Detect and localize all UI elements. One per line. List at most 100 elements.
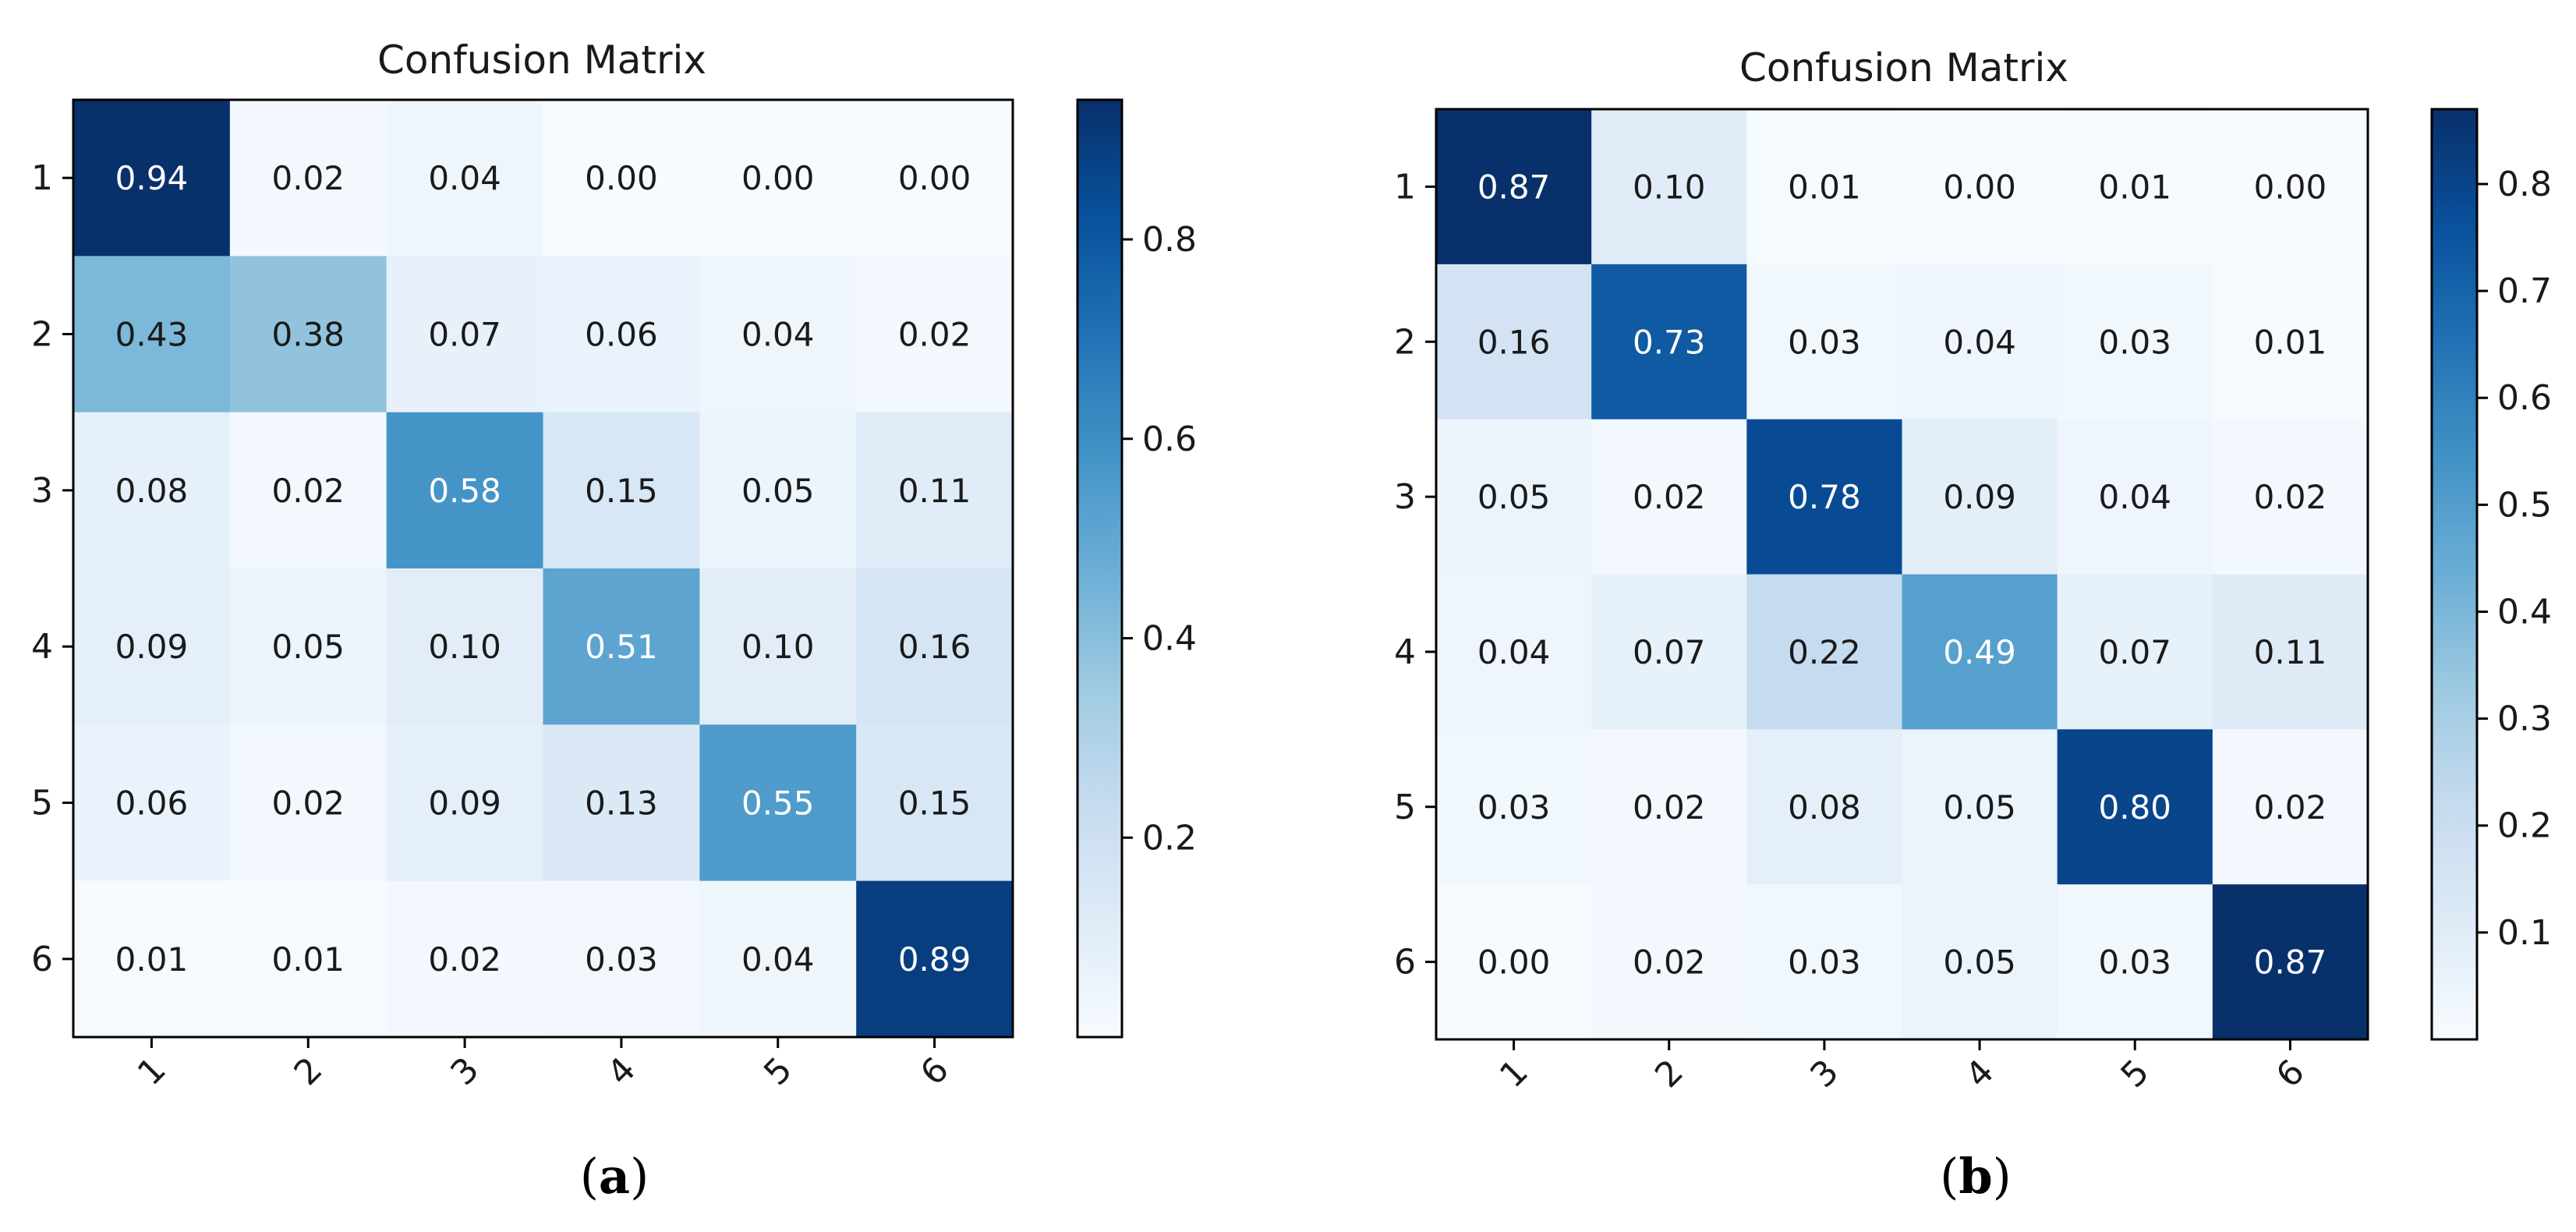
heatmap-cell <box>1436 729 1592 885</box>
colorbar-ticks: 0.1 0.2 0.3 0.4 0.5 0.6 0.7 0.8 <box>2477 165 2552 953</box>
heatmap-cell <box>699 256 857 413</box>
x-tick-label: 3 <box>443 1050 487 1093</box>
heatmap-cell <box>229 724 387 882</box>
x-tick-label: 3 <box>1803 1052 1846 1096</box>
cell-value-label: 0.10 <box>741 628 815 666</box>
cell-value-label: 0.04 <box>741 940 815 979</box>
heatmap-cell <box>2057 729 2213 885</box>
y-tick-label: 5 <box>1394 788 1416 827</box>
cell-value-label: 0.01 <box>2098 168 2171 206</box>
heatmap-cell <box>1591 264 1747 420</box>
y-axis: 1 2 3 4 5 6 <box>1394 167 1436 982</box>
x-tick-label: 6 <box>2269 1052 2312 1096</box>
heatmap-cell <box>1746 574 1903 730</box>
colorbar-tick-label: 0.6 <box>1142 420 1197 459</box>
y-tick-label: 6 <box>1394 943 1416 982</box>
heatmap-cell <box>1746 109 1903 265</box>
y-tick-label: 4 <box>31 627 53 667</box>
heatmap-cell <box>2212 264 2369 420</box>
x-tick-label: 2 <box>1647 1052 1691 1096</box>
cell-value-label: 0.06 <box>115 784 189 823</box>
heatmap-cell <box>1436 574 1592 730</box>
cell-value-label: 0.04 <box>2098 478 2171 516</box>
cell-value-label: 0.09 <box>115 628 189 666</box>
colorbar-tick-label: 0.7 <box>2497 271 2552 311</box>
chart-title: Confusion Matrix <box>1739 45 2068 90</box>
cell-value-label: 0.49 <box>1943 633 2016 671</box>
heatmap-cell <box>1746 884 1903 1040</box>
plot-frame <box>1435 108 2369 1041</box>
caption-b: (b) <box>1940 1148 2012 1205</box>
cell-value-label: 0.02 <box>1633 943 1706 982</box>
cell-value-label: 0.01 <box>271 940 345 979</box>
cell-value-label: 0.04 <box>1477 633 1551 671</box>
cell-value-label: 0.04 <box>428 159 501 197</box>
cell-value-label: 0.03 <box>2098 323 2171 361</box>
cell-value-label: 0.01 <box>2254 323 2327 361</box>
heatmap-cell <box>2212 574 2369 730</box>
cell-value-label: 0.38 <box>271 316 345 354</box>
cell-value-label: 0.13 <box>585 784 658 823</box>
y-tick-label: 5 <box>31 784 53 823</box>
heatmap-cells: 0.87 0.10 0.01 0.00 0.01 0.00 0.16 0.73 0.03 0.04… <box>1436 109 2369 1040</box>
cell-value-label: 0.07 <box>2098 633 2171 671</box>
heatmap-cell <box>856 412 1014 569</box>
heatmap-cell <box>229 256 387 413</box>
heatmap-cell <box>1591 109 1747 265</box>
heatmap-cell <box>386 880 544 1038</box>
cell-value-label: 0.08 <box>1788 788 1861 827</box>
y-tick-label: 1 <box>31 158 53 198</box>
heatmap-cell <box>1902 884 2058 1040</box>
cell-value-label: 0.02 <box>1633 788 1706 827</box>
cell-value-label: 0.06 <box>585 316 658 354</box>
heatmap-cell <box>1436 419 1592 575</box>
colorbar-tick-label: 0.3 <box>2497 699 2552 739</box>
cell-value-label: 0.02 <box>2254 478 2327 516</box>
colorbar-tick-label: 0.2 <box>2497 806 2552 846</box>
cell-value-label: 0.22 <box>1788 633 1861 671</box>
cell-value-label: 0.94 <box>115 159 189 197</box>
cell-value-label: 0.00 <box>898 159 971 197</box>
cell-value-label: 0.00 <box>741 159 815 197</box>
heatmap-cell <box>699 880 857 1038</box>
y-tick-label: 3 <box>1394 477 1416 517</box>
heatmap-cell <box>856 568 1014 725</box>
colorbar-tick-label: 0.8 <box>1142 220 1197 260</box>
heatmap-cell <box>386 412 544 569</box>
x-tick-label: 5 <box>756 1050 800 1093</box>
heatmap-cell <box>2057 884 2213 1040</box>
heatmap-cell <box>543 724 700 882</box>
cell-value-label: 0.73 <box>1633 323 1706 361</box>
x-tick-label: 4 <box>1958 1052 2001 1096</box>
heatmap-cell <box>229 100 387 257</box>
cell-value-label: 0.05 <box>1943 943 2016 982</box>
x-tick-label: 1 <box>1492 1052 1536 1096</box>
colorbar-tick-label: 0.5 <box>2497 485 2552 525</box>
heatmap-cell <box>1746 264 1903 420</box>
cell-value-label: 0.58 <box>428 472 501 510</box>
heatmap-cell <box>1436 264 1592 420</box>
colorbar-tick-label: 0.1 <box>2497 913 2552 953</box>
cell-value-label: 0.43 <box>115 316 189 354</box>
cell-value-label: 0.00 <box>1477 943 1551 982</box>
heatmap-cell <box>73 568 231 725</box>
x-tick-label: 4 <box>600 1050 643 1093</box>
cell-value-label: 0.02 <box>271 784 345 823</box>
cell-value-label: 0.55 <box>741 784 815 823</box>
heatmap-cell <box>1746 419 1903 575</box>
heatmap-cell <box>2057 264 2213 420</box>
heatmap-cell <box>1436 109 1592 265</box>
cell-value-label: 0.04 <box>741 316 815 354</box>
x-tick-label: 1 <box>130 1050 174 1093</box>
heatmap-cell <box>2057 419 2213 575</box>
colorbar <box>1076 98 1123 1039</box>
heatmap-cell <box>1591 884 1747 1040</box>
heatmap-cell <box>73 880 231 1038</box>
heatmap-cell <box>386 568 544 725</box>
heatmap-cell <box>386 724 544 882</box>
cell-value-label: 0.05 <box>1943 788 2016 827</box>
colorbar-tick-label: 0.6 <box>2497 378 2552 418</box>
cell-value-label: 0.11 <box>898 472 971 510</box>
cell-value-label: 0.02 <box>898 316 971 354</box>
heatmap-cell <box>2212 419 2369 575</box>
